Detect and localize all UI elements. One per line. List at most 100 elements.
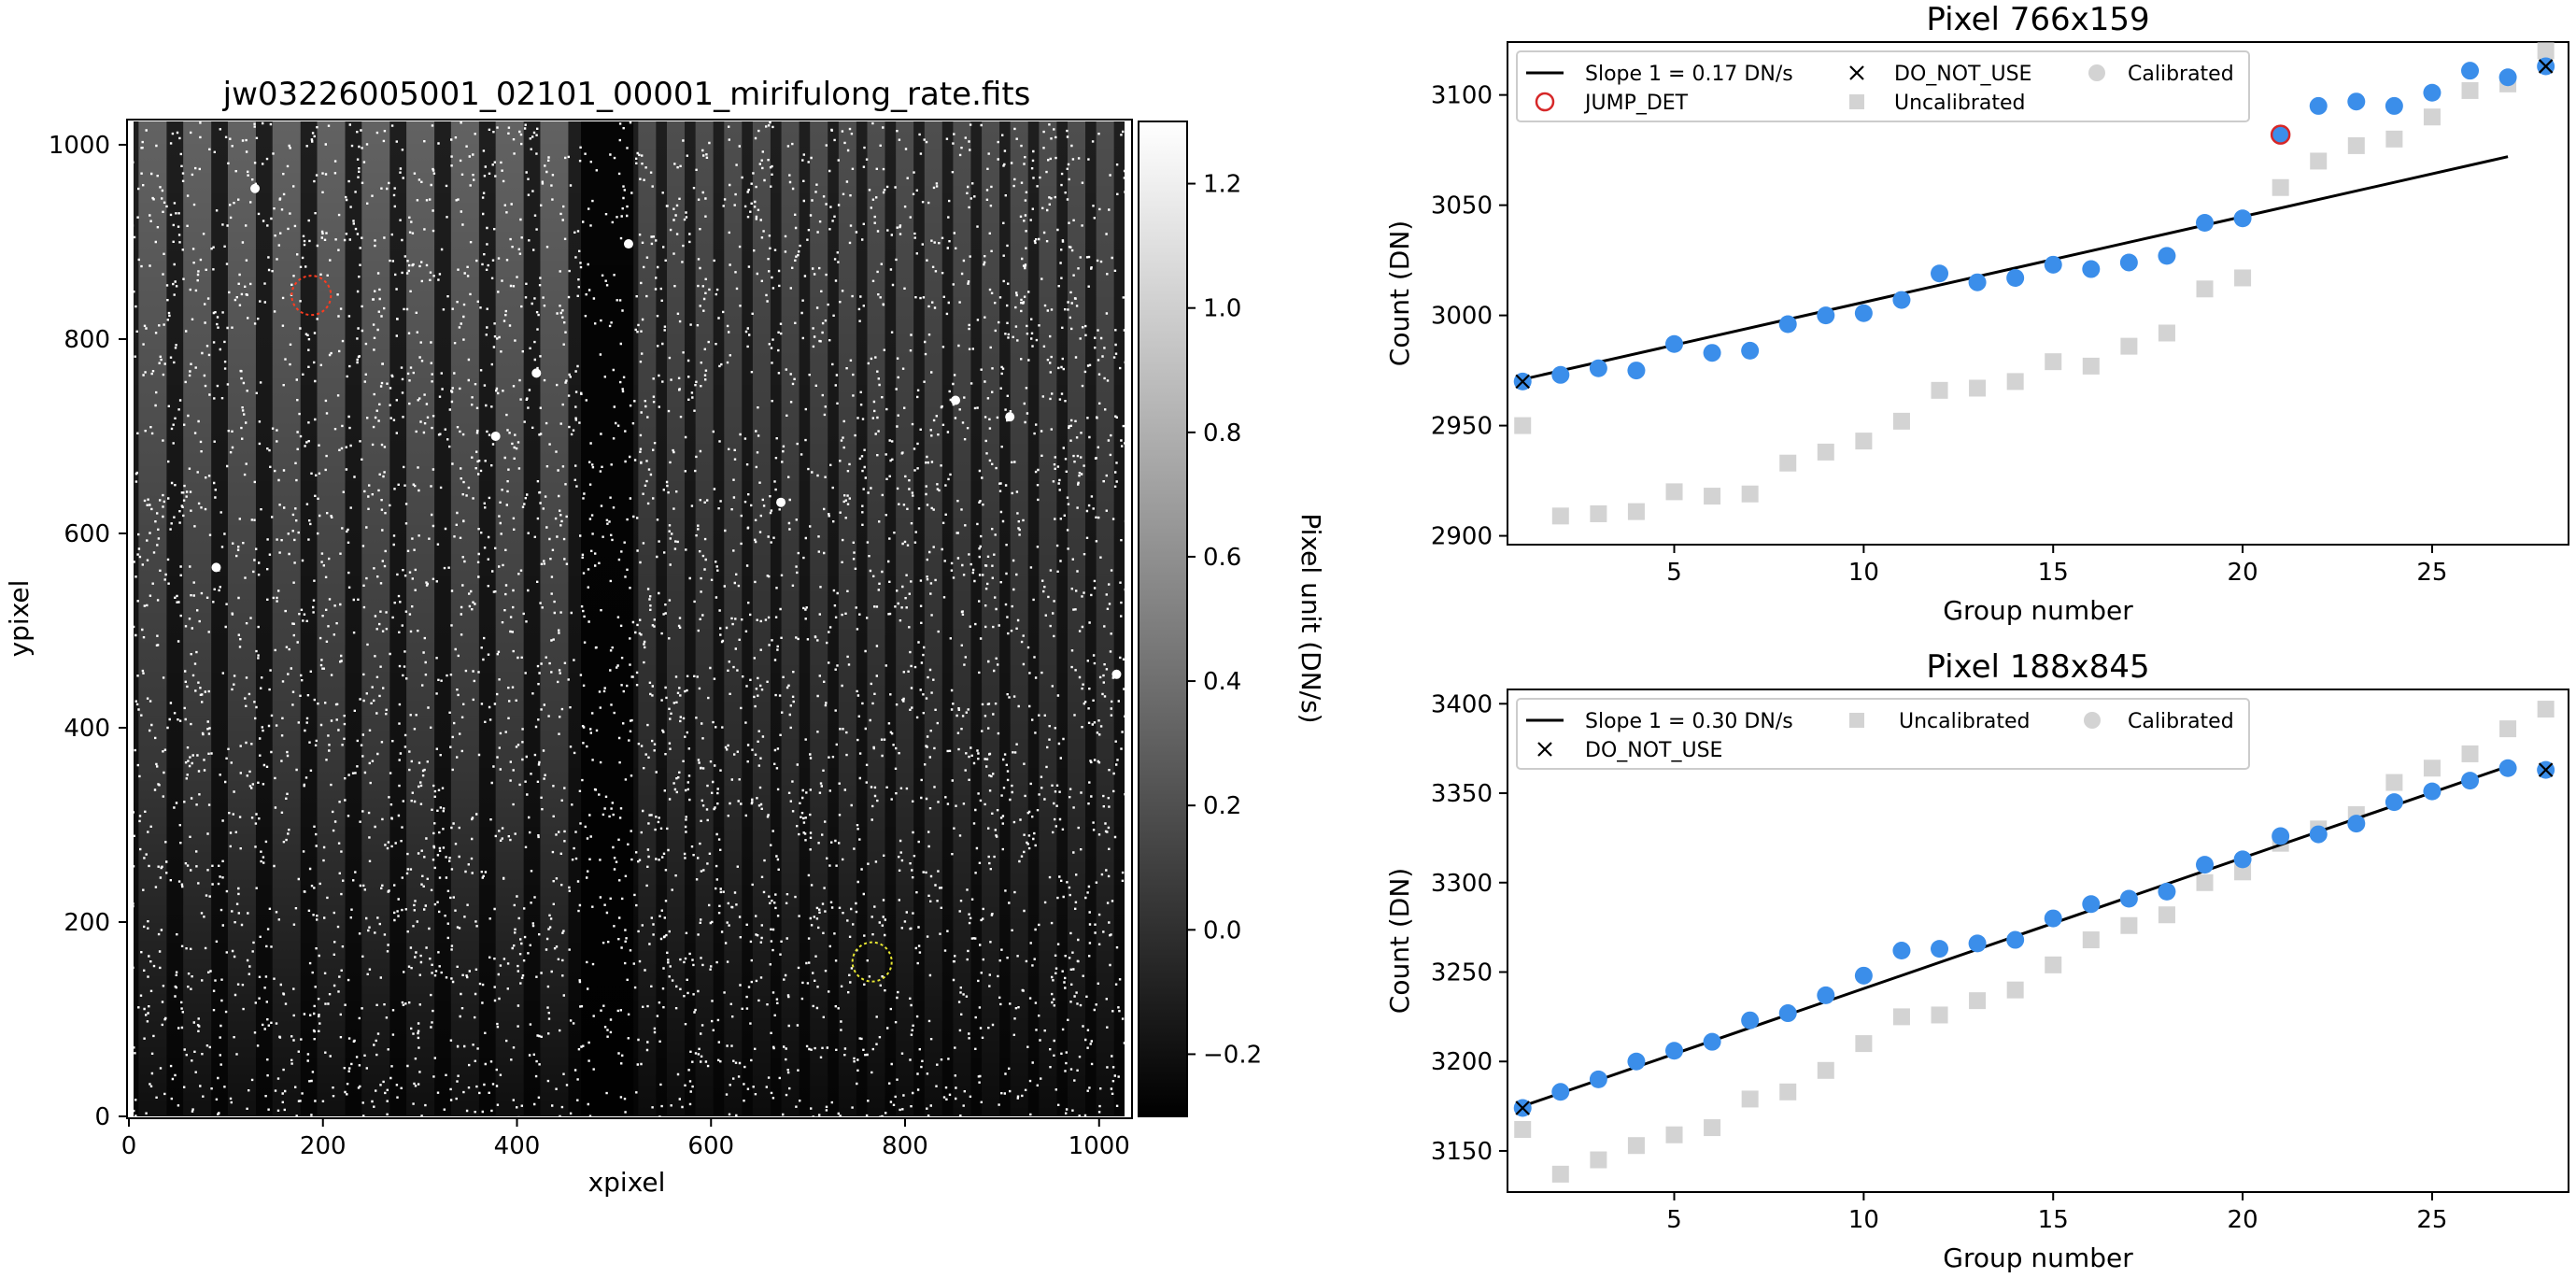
ts1-uncal-point-12 [1969,379,1987,397]
ts1-uncal-point-5 [1704,488,1721,505]
ts2-uncal-point-12 [1969,992,1987,1010]
ts2-cal-point-20 [2272,827,2290,845]
ts1-uncal-point-9 [1855,433,1873,450]
ts1-uncal-point-23 [2385,130,2403,148]
ts1-dnu-point-0 [1515,374,1531,390]
image-y-tick-3: 600 [64,520,110,548]
ts2-uncal-point-26 [2499,720,2517,738]
image-x-tick-1: 200 [300,1132,347,1160]
ts2-uncal-point-13 [2006,981,2024,999]
pixel-766x159-panel: Pixel 766x159 5 10 15 20 25 2900 2950 3000 3050… [1384,1,2569,626]
panel-1-x-label: Group number [1943,595,2133,626]
ts1-cal-point-2 [1589,359,1607,377]
detector-image[interactable] [129,121,1132,1118]
ts1-cal-point-17 [2158,247,2176,265]
legend-2-uncalibrated: Uncalibrated [1899,710,2030,733]
image-x-tick-4: 800 [882,1132,928,1160]
image-panel: jw03226005001_02101_00001_mirifulong_rat… [4,76,1326,1198]
ts2-uncal-point-24 [2423,760,2441,777]
ts2-cal-point-23 [2385,793,2403,812]
ts1-cal-point-10 [1892,291,1911,309]
legend-1-donotuse: DO_NOT_USE [1894,63,2031,86]
ts1-cal-point-19 [2233,209,2252,228]
ts2-y-tick-5: 3400 [1431,690,1493,718]
ts2-uncal-point-11 [1931,1006,1948,1024]
ts2-cal-point-14 [2044,909,2062,928]
ts1-cal-point-3 [1627,362,1646,380]
pixel-marker-1 [851,941,893,983]
panel-1-frame [1507,41,2569,546]
image-frame [126,119,1133,1119]
ts1-uncal-point-17 [2158,324,2175,342]
legend-2-x-icon [1537,742,1552,757]
ts1-cal-point-8 [1817,306,1835,325]
colorbar-tick-7: 1.2 [1203,171,1241,199]
ts1-y-tick-3: 3050 [1431,192,1493,220]
ts2-uncal-point-7 [1779,1083,1797,1100]
image-y-tick-4: 800 [64,326,110,354]
ts2-uncal-point-4 [1665,1126,1683,1143]
ts1-cal-point-13 [2006,268,2025,287]
ts2-uncal-point-27 [2537,701,2555,718]
ts1-x-tick-1: 10 [1848,559,1879,587]
ts2-cal-point-25 [2461,772,2480,790]
ts2-uncal-point-5 [1704,1119,1721,1137]
ts1-uncal-point-0 [1514,417,1532,434]
legend-1-uncalibrated: Uncalibrated [1894,92,2025,115]
ts2-uncal-point-6 [1741,1090,1759,1108]
panel-2-plot [1513,701,2555,1183]
ts1-uncal-point-6 [1741,485,1759,503]
colorbar-label: Pixel unit (DN/s) [1295,513,1326,723]
colorbar-tick-1: 0.0 [1203,916,1241,944]
panel-2-y-label: Count (DN) [1384,868,1415,1014]
ts2-uncal-point-16 [2120,916,2138,934]
ts2-uncal-point-3 [1627,1137,1645,1155]
image-x-tick-5: 1000 [1069,1132,1130,1160]
ts1-uncal-point-2 [1590,504,1607,522]
ts1-cal-point-20 [2272,125,2290,144]
ts2-uncal-point-25 [2461,745,2479,762]
image-y-tick-1: 200 [64,909,110,937]
ts1-y-tick-1: 2950 [1431,413,1493,441]
colorbar-ticks: −0.2 0.0 0.2 0.4 0.6 0.8 1.0 1.2 [1187,171,1262,1069]
ts1-cal-point-23 [2385,96,2403,115]
ts1-uncal-point-15 [2082,357,2100,375]
ts1-cal-point-25 [2461,62,2480,80]
ts2-cal-point-17 [2158,882,2176,901]
ts2-y-tick-0: 3150 [1431,1138,1493,1166]
ts2-uncal-point-10 [1892,1008,1910,1026]
ts1-uncal-point-20 [2272,178,2289,196]
legend-1-circle-icon [2088,64,2105,81]
ts1-cal-point-16 [2119,253,2138,272]
ts2-uncal-point-14 [2045,956,2062,973]
ts2-cal-point-4 [1665,1042,1684,1060]
ts1-uncal-point-16 [2120,337,2138,355]
ts2-uncal-point-1 [1551,1165,1569,1183]
ts2-cal-point-21 [2309,825,2328,844]
pixel-188x845-panel: Pixel 188x845 5 10 15 20 25 3150 3200 3250 3300… [1384,648,2569,1273]
ts2-cal-point-1 [1551,1083,1570,1101]
ts1-x-tick-2: 15 [2038,559,2069,587]
ts1-cal-point-26 [2498,68,2517,87]
ts2-uncal-point-17 [2158,906,2175,924]
ts2-cal-point-3 [1627,1052,1646,1071]
ts2-dnu-point-1 [2538,762,2554,777]
ts1-cal-point-22 [2347,92,2366,111]
ts1-uncal-point-7 [1779,454,1797,472]
ts1-dnu-point-1 [2538,59,2554,74]
ts2-cal-point-19 [2233,850,2252,869]
ts1-y-tick-0: 2900 [1431,523,1493,551]
ts2-x-tick-0: 5 [1666,1206,1682,1234]
ts2-cal-point-7 [1778,1004,1797,1023]
ts1-uncal-point-21 [2310,152,2328,170]
ts2-cal-point-6 [1741,1011,1760,1030]
image-x-tick-0: 0 [121,1132,137,1160]
ts1-cal-point-21 [2309,96,2328,115]
colorbar-tick-6: 1.0 [1203,295,1241,323]
legend-2-circle-icon [2084,712,2101,729]
legend-2-square-icon [1849,713,1864,728]
ts1-cal-point-18 [2196,213,2215,232]
ts1-cal-point-11 [1931,264,1949,283]
panel-2-title: Pixel 188x845 [1926,648,2149,686]
ts2-uncal-point-23 [2385,774,2403,791]
